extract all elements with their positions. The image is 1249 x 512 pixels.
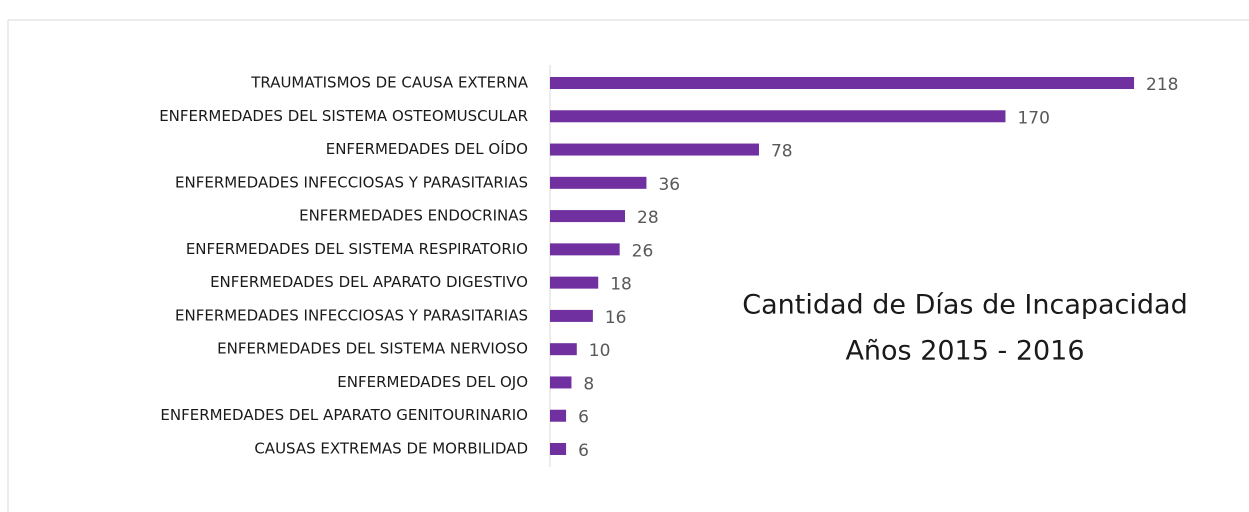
value-label: 6 xyxy=(578,441,589,461)
value-label: 36 xyxy=(658,175,680,195)
value-label: 10 xyxy=(589,341,611,361)
bar xyxy=(550,376,572,389)
value-label: 26 xyxy=(632,241,654,261)
category-label: ENFERMEDADES DEL APARATO DIGESTIVO xyxy=(210,273,528,291)
category-label: ENFERMEDADES DEL OJO xyxy=(337,373,528,391)
value-label: 28 xyxy=(637,208,659,228)
category-label: ENFERMEDADES DEL OÍDO xyxy=(326,139,528,158)
bar xyxy=(550,409,567,422)
bar xyxy=(550,309,593,322)
chart-subtitle: Años 2015 - 2016 xyxy=(845,336,1084,367)
bar xyxy=(550,77,1135,89)
value-label: 8 xyxy=(583,374,594,394)
category-label: ENFERMEDADES DEL SISTEMA RESPIRATORIO xyxy=(186,240,528,258)
value-label: 6 xyxy=(578,408,589,428)
category-label: CAUSAS EXTREMAS DE MORBILIDAD xyxy=(254,440,528,458)
value-label: 170 xyxy=(1017,108,1049,128)
bar xyxy=(550,143,759,156)
value-label: 218 xyxy=(1146,75,1178,95)
category-label: ENFERMEDADES DEL SISTEMA OSTEOMUSCULAR xyxy=(159,107,528,125)
category-label: ENFERMEDADES ENDOCRINAS xyxy=(299,207,528,225)
bar xyxy=(550,176,647,189)
bar xyxy=(550,210,626,223)
category-label: ENFERMEDADES INFECCIOSAS Y PARASITARIAS xyxy=(175,173,528,191)
chart-title: Cantidad de Días de Incapacidad xyxy=(742,290,1187,321)
category-label: ENFERMEDADES INFECCIOSAS Y PARASITARIAS xyxy=(175,306,528,324)
value-label: 16 xyxy=(605,308,627,328)
bar xyxy=(550,443,567,455)
bar xyxy=(550,276,599,289)
category-label: ENFERMEDADES DEL APARATO GENITOURINARIO xyxy=(160,406,528,424)
bar xyxy=(550,110,1006,123)
category-label: TRAUMATISMOS DE CAUSA EXTERNA xyxy=(250,74,529,92)
bar xyxy=(550,243,620,256)
value-label: 18 xyxy=(610,275,632,295)
bar xyxy=(550,343,577,356)
value-label: 78 xyxy=(771,142,793,162)
category-label: ENFERMEDADES DEL SISTEMA NERVIOSO xyxy=(217,340,528,358)
